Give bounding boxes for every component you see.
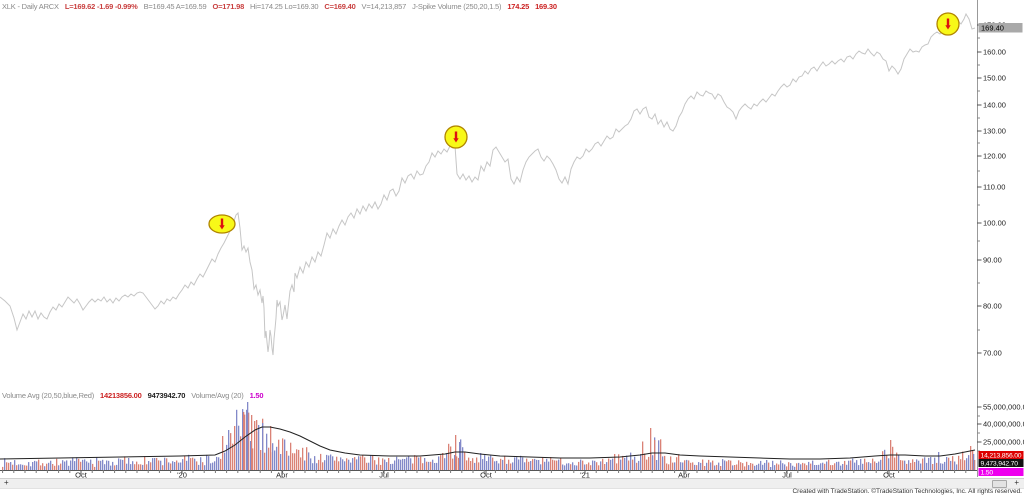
volume-value-label: 14,213,856.00: [981, 452, 1022, 459]
time-tick-label: Apr: [276, 471, 288, 480]
price-tick-label: 100.00: [983, 219, 1006, 228]
header-field: L=169.62 -1.69 -0.99%: [64, 2, 138, 11]
price-tick-label: 120.00: [983, 152, 1006, 161]
time-tick-label: Oct: [480, 471, 493, 480]
volume-spike-bar: [650, 428, 652, 470]
volume-value-box: [978, 451, 1024, 459]
volume-tick-label: 40,000,000.00: [983, 420, 1024, 429]
header-field: Volume/Avg (20): [191, 391, 244, 400]
header-field: 169.30: [535, 2, 557, 11]
price-tick-label: 80.00: [983, 302, 1002, 311]
spike-marker[interactable]: [936, 12, 960, 36]
volume-value-box: [978, 459, 1024, 467]
header-field: B=169.45 A=169.59: [143, 2, 207, 11]
price-tick-label: 160.00: [983, 48, 1006, 57]
volume-value-label: 1.50: [981, 469, 994, 476]
spike-marker[interactable]: [208, 214, 236, 234]
time-tick-label: Apr: [678, 471, 690, 480]
volume-spike-bar: [243, 412, 245, 470]
time-tick-label: Jul: [782, 471, 792, 480]
last-price-box: [978, 23, 1023, 33]
volume-spike-bar: [270, 426, 272, 470]
volume-spike-bar: [970, 446, 972, 470]
volume-tick-label: 25,000,000.00: [983, 438, 1024, 447]
price-pane-header: XLK - Daily ARCX L=169.62 -1.69 -0.99% B=1…: [2, 2, 563, 11]
price-tick-label: 130.00: [983, 127, 1006, 136]
header-field: 14213856.00: [100, 391, 142, 400]
price-axis[interactable]: 170.00160.00150.00140.00130.00120.00110.…: [977, 21, 1006, 358]
time-tick-label: Jul: [379, 471, 389, 480]
time-tick-label: '21: [580, 471, 590, 480]
header-field: Hi=174.25 Lo=169.30: [250, 2, 319, 11]
volume-spike-bar: [654, 440, 656, 470]
header-field: XLK - Daily ARCX: [2, 2, 59, 11]
header-field: Volume Avg (20,50,blue,Red): [2, 391, 95, 400]
header-field: 9473942.70: [147, 391, 186, 400]
price-tick-label: 70.00: [983, 349, 1002, 358]
time-tick-label: '20: [177, 471, 187, 480]
price-tick-label: 110.00: [983, 183, 1005, 192]
volume-bars: [2, 402, 976, 470]
volume-avg-line: [0, 426, 976, 460]
expand-right-button[interactable]: +: [1014, 478, 1019, 487]
volume-pane-header: Volume Avg (20,50,blue,Red) 14213856.00 94…: [2, 391, 269, 400]
header-field: V=14,213,857: [361, 2, 407, 11]
volume-axis[interactable]: 55,000,000.00 40,000,000.00 25,000,000.00 1…: [977, 403, 1024, 477]
header-field: O=171.98: [212, 2, 245, 11]
price-tick-label: 90.00: [983, 256, 1002, 265]
volume-spike-bar: [973, 454, 975, 470]
volume-spike-bar: [262, 423, 264, 470]
time-tick-label: Oct: [883, 471, 896, 480]
volume-spike-bar: [256, 420, 258, 470]
volume-spike-bar: [938, 452, 940, 470]
volume-spike-bar: [247, 402, 249, 470]
volume-spike-bar: [459, 442, 461, 470]
time-axis[interactable]: Oct '20 Apr Jul Oct '21 Apr Jul Oct: [2, 470, 967, 480]
volume-tick-label: 55,000,000.00: [983, 403, 1024, 412]
price-tick-label: 140.00: [983, 101, 1006, 110]
spike-marker[interactable]: [444, 125, 468, 149]
header-field: C=169.40: [324, 2, 356, 11]
chart-bottom-strip: + +: [0, 478, 1024, 489]
header-field: J-Spike Volume (250,20,1.5): [412, 2, 502, 11]
header-field: 174.25: [507, 2, 530, 11]
time-tick-label: Oct: [75, 471, 88, 480]
price-tick-label: 150.00: [983, 74, 1006, 83]
expand-left-button[interactable]: +: [4, 478, 9, 487]
price-line: [0, 12, 976, 356]
volume-value-box: [978, 468, 1024, 476]
volume-value-label: 9,473,942.70: [981, 460, 1019, 467]
volume-spike-bar: [228, 430, 230, 470]
volume-spike-bar: [251, 415, 253, 470]
header-field: 1.50: [249, 391, 264, 400]
copyright-text: Created with TradeStation. ©TradeStation…: [792, 488, 1022, 495]
last-price-label: 169.40: [981, 24, 1004, 33]
scrollbar-thumb[interactable]: [992, 480, 1007, 488]
